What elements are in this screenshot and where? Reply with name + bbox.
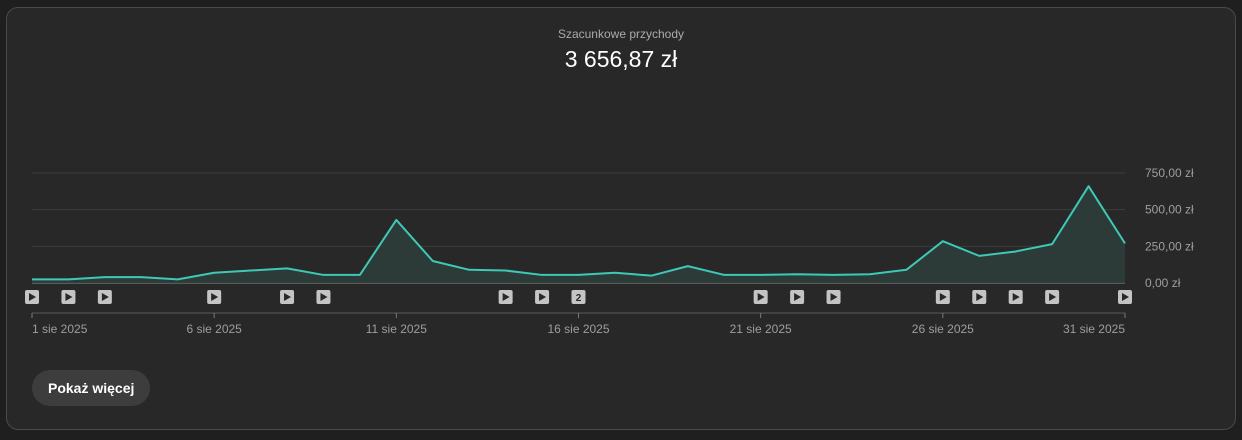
- x-tick-label: 1 sie 2025: [32, 322, 88, 336]
- data-point: [832, 273, 836, 277]
- data-point: [212, 271, 216, 275]
- data-point: [66, 277, 70, 281]
- data-point: [321, 273, 325, 277]
- x-tick-label: 31 sie 2025: [1063, 322, 1125, 336]
- play-icon: [1049, 293, 1057, 301]
- data-point: [977, 254, 981, 258]
- data-point: [285, 266, 289, 270]
- data-point: [1014, 249, 1018, 253]
- data-point: [139, 275, 143, 279]
- play-icon: [1122, 293, 1129, 301]
- metric-value: 3 656,87 zł: [564, 46, 678, 72]
- x-tick-label: 26 sie 2025: [912, 322, 974, 336]
- data-point: [795, 272, 799, 276]
- y-tick-label: 750,00 zł: [1145, 166, 1194, 180]
- revenue-card: Szacunkowe przychody 3 656,87 zł 0,00 zł…: [6, 7, 1236, 430]
- data-point: [431, 259, 435, 263]
- play-icon: [211, 293, 219, 301]
- data-point: [1087, 184, 1091, 188]
- play-icon: [939, 293, 947, 301]
- y-tick-label: 250,00 zł: [1145, 239, 1194, 253]
- data-point: [904, 268, 908, 272]
- show-more-button[interactable]: Pokaż więcej: [32, 370, 151, 406]
- area-fill: [32, 186, 1125, 283]
- data-point: [30, 277, 34, 281]
- play-icon: [101, 293, 109, 301]
- data-point: [868, 272, 872, 276]
- play-icon: [1012, 293, 1020, 301]
- data-point: [358, 273, 362, 277]
- x-tick-label: 6 sie 2025: [186, 322, 242, 336]
- play-icon: [502, 293, 510, 301]
- data-point: [176, 277, 180, 281]
- data-point: [759, 273, 763, 277]
- play-icon: [539, 293, 547, 301]
- play-icon: [284, 293, 292, 301]
- play-icon: [757, 293, 765, 301]
- play-icon: [794, 293, 802, 301]
- data-point: [249, 269, 253, 273]
- data-point: [649, 274, 653, 278]
- data-point: [686, 264, 690, 268]
- data-point: [1123, 241, 1127, 245]
- data-point: [540, 273, 544, 277]
- data-point: [103, 275, 107, 279]
- play-icon: [830, 293, 838, 301]
- data-point: [467, 268, 471, 272]
- play-icon: [29, 293, 36, 301]
- video-count-label: 2: [576, 293, 582, 304]
- y-tick-label: 500,00 zł: [1145, 203, 1194, 217]
- revenue-line: [32, 185, 1126, 281]
- data-point: [722, 273, 726, 277]
- data-point: [504, 269, 508, 273]
- data-point: [394, 218, 398, 222]
- play-icon: [320, 293, 328, 301]
- data-point: [1050, 242, 1054, 246]
- x-tick-label: 11 sie 2025: [366, 322, 427, 336]
- video-count-marker: [571, 290, 586, 304]
- metric-label: Szacunkowe przychody: [557, 27, 685, 41]
- play-icon: [976, 293, 984, 301]
- data-point: [941, 239, 945, 243]
- data-point: [577, 273, 581, 277]
- x-tick-label: 21 sie 2025: [730, 322, 792, 336]
- play-icon: [65, 293, 73, 301]
- y-tick-label: 0,00 zł: [1145, 276, 1181, 290]
- data-point: [613, 271, 617, 275]
- x-tick-label: 16 sie 2025: [547, 322, 609, 336]
